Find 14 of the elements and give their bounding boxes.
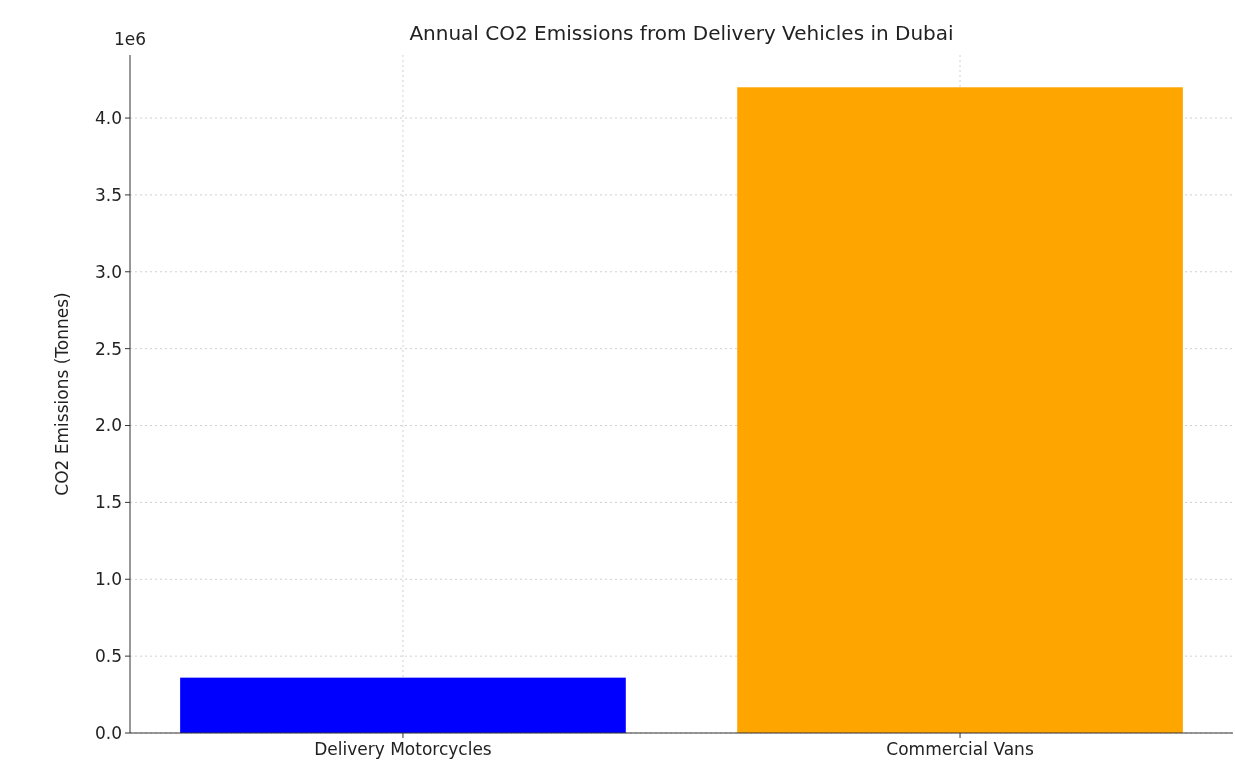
y-tick-label: 0.5 <box>94 646 122 667</box>
y-tick-label: 2.0 <box>94 415 122 436</box>
x-tick-label: Delivery Motorcycles <box>314 739 492 759</box>
y-tick-label: 1.5 <box>94 492 122 513</box>
text: 1e6 <box>113 29 147 49</box>
y-tick-label: 2.5 <box>94 338 122 359</box>
x-tick-label: Commercial Vans <box>886 739 1034 759</box>
y-tick-label: 1.0 <box>94 569 122 590</box>
y-tick-label: 3.5 <box>94 184 122 205</box>
y-tick-label: 3.0 <box>94 261 122 282</box>
y-axis-title: CO2 Emissions (Tonnes) <box>52 292 72 496</box>
y-tick-label: 4.0 <box>94 107 122 128</box>
y-tick-label: 0.0 <box>94 722 122 743</box>
chart-title: Annual CO2 Emissions from Delivery Vehicles in Dubai <box>409 21 954 45</box>
